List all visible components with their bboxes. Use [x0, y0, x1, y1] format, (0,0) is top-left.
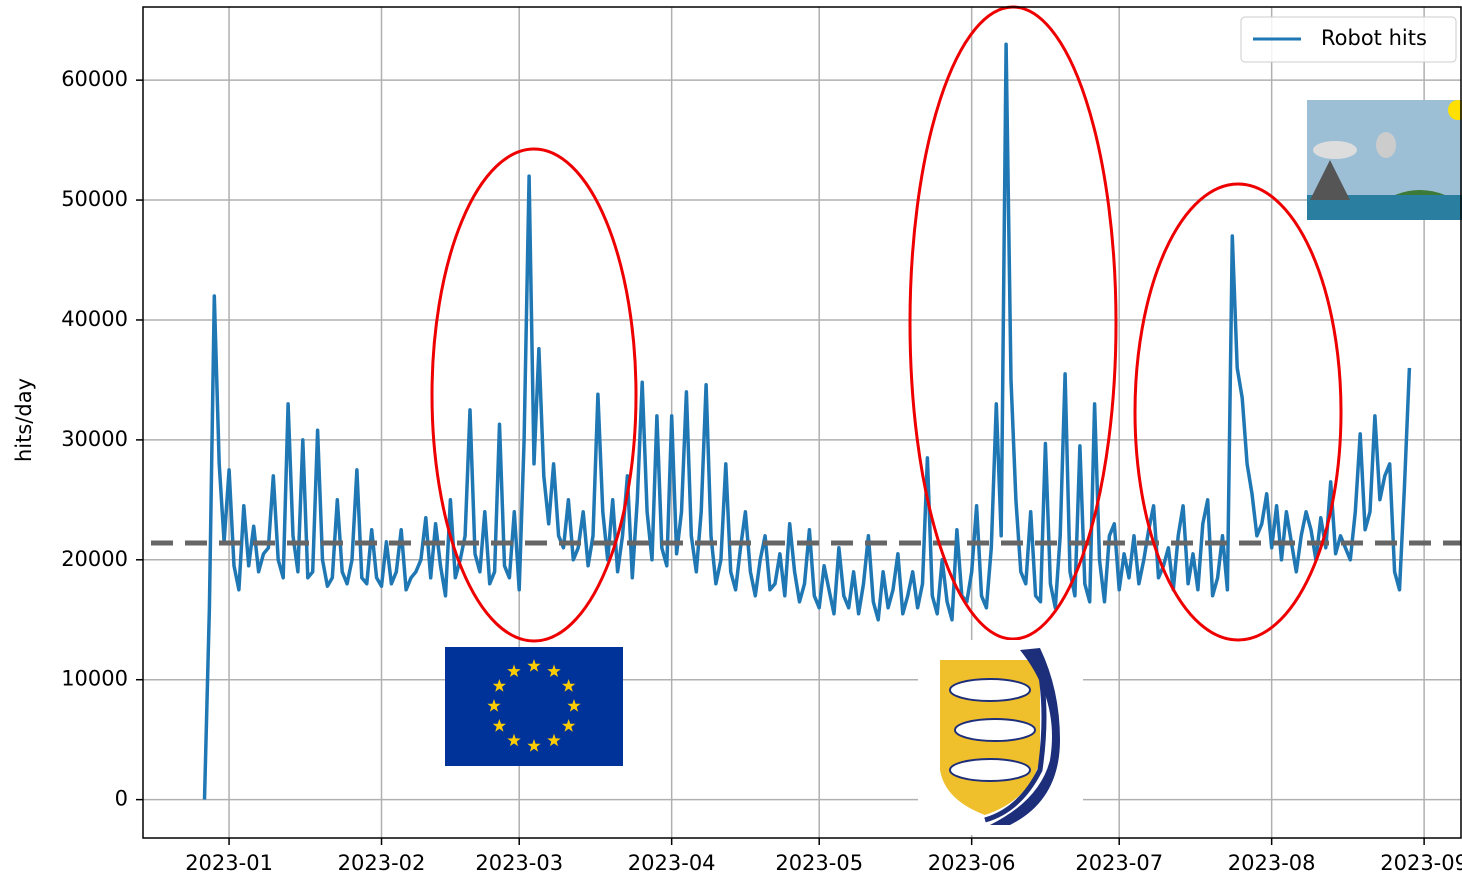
coat-of-arms	[918, 640, 1083, 835]
y-tick-label: 20000	[61, 547, 128, 571]
y-tick-label: 40000	[61, 307, 128, 331]
atmosphere-illustration	[1307, 100, 1462, 220]
y-tick-label: 50000	[61, 187, 128, 211]
x-tick-label: 2023-07	[1075, 851, 1163, 875]
x-tick-label: 2023-01	[185, 851, 273, 875]
y-tick-label: 60000	[61, 67, 128, 91]
y-axis-label: hits/day	[12, 378, 36, 462]
x-tick-label: 2023-09	[1380, 851, 1462, 875]
legend-label: Robot hits	[1321, 26, 1427, 50]
x-tick-label: 2023-08	[1228, 851, 1316, 875]
y-tick-label: 0	[115, 787, 128, 811]
plot-frame	[143, 7, 1461, 838]
data-line	[205, 44, 1410, 799]
chart: hits/day 0 10000 20000 30000 40000 50000 60000…	[0, 0, 1462, 881]
grid	[143, 7, 1461, 838]
series	[83, 44, 1461, 799]
x-tick-label: 2023-05	[775, 851, 863, 875]
x-tick-label: 2023-03	[475, 851, 563, 875]
y-tick-label: 30000	[61, 427, 128, 451]
x-tick-label: 2023-04	[628, 851, 716, 875]
legend: Robot hits	[1241, 17, 1456, 62]
y-tick-label: 10000	[61, 667, 128, 691]
highlight-ellipse	[1135, 184, 1341, 640]
eu-flag	[445, 647, 623, 766]
overlay	[432, 7, 1462, 835]
x-tick-label: 2023-06	[928, 851, 1016, 875]
x-tick-label: 2023-02	[338, 851, 426, 875]
